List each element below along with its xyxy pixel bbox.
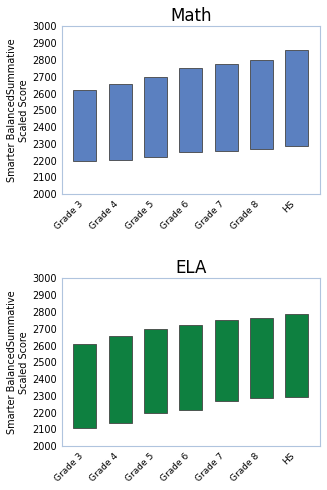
Bar bbox=[285, 314, 308, 397]
Bar bbox=[250, 60, 273, 149]
Bar bbox=[74, 90, 96, 161]
Title: ELA: ELA bbox=[175, 259, 207, 277]
Bar bbox=[144, 77, 167, 156]
Bar bbox=[180, 325, 202, 410]
Bar bbox=[250, 318, 273, 398]
Bar bbox=[109, 84, 132, 160]
Bar bbox=[74, 344, 96, 428]
Bar bbox=[144, 329, 167, 413]
Title: Math: Math bbox=[170, 7, 212, 25]
Bar bbox=[109, 336, 132, 423]
Y-axis label: Smarter BalancedSummative
Scaled Score: Smarter BalancedSummative Scaled Score bbox=[7, 39, 29, 182]
Bar bbox=[285, 50, 308, 146]
Bar bbox=[215, 320, 238, 401]
Y-axis label: Smarter BalancedSummative
Scaled Score: Smarter BalancedSummative Scaled Score bbox=[7, 291, 29, 434]
Bar bbox=[215, 64, 238, 151]
Bar bbox=[180, 69, 202, 152]
